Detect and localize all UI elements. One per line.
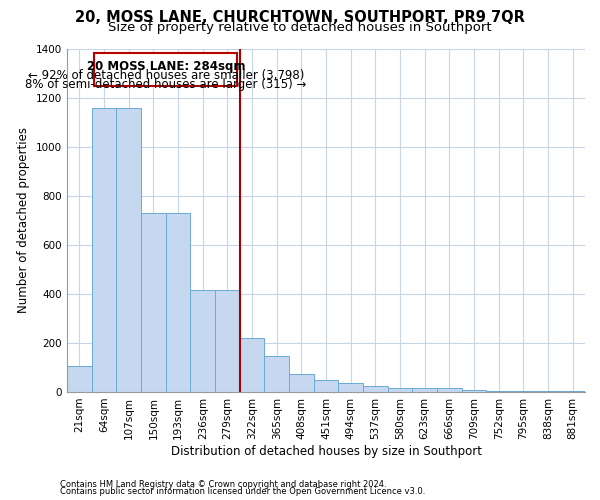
Bar (314, 380, 338, 392)
Bar (289, 374, 314, 392)
Bar (190, 290, 215, 392)
Bar (67, 366, 92, 392)
Text: Contains public sector information licensed under the Open Government Licence v3: Contains public sector information licen… (60, 488, 425, 496)
Bar (363, 386, 388, 392)
Bar (388, 388, 412, 392)
Bar (560, 390, 585, 392)
Bar (92, 108, 116, 392)
Bar (141, 213, 166, 392)
Bar (437, 388, 461, 392)
Text: Size of property relative to detached houses in Southport: Size of property relative to detached ho… (108, 22, 492, 35)
Bar (240, 338, 265, 392)
Text: 20 MOSS LANE: 284sqm: 20 MOSS LANE: 284sqm (86, 60, 245, 73)
Text: 8% of semi-detached houses are larger (315) →: 8% of semi-detached houses are larger (3… (25, 78, 307, 90)
Bar (412, 388, 437, 392)
Bar (487, 390, 511, 392)
Y-axis label: Number of detached properties: Number of detached properties (17, 128, 31, 314)
Text: 20, MOSS LANE, CHURCHTOWN, SOUTHPORT, PR9 7QR: 20, MOSS LANE, CHURCHTOWN, SOUTHPORT, PR… (75, 10, 525, 25)
Text: ← 92% of detached houses are smaller (3,798): ← 92% of detached houses are smaller (3,… (28, 69, 304, 82)
X-axis label: Distribution of detached houses by size in Southport: Distribution of detached houses by size … (170, 444, 482, 458)
Text: Contains HM Land Registry data © Crown copyright and database right 2024.: Contains HM Land Registry data © Crown c… (60, 480, 386, 489)
Bar (511, 390, 536, 392)
Bar (265, 356, 289, 392)
Bar (166, 213, 190, 392)
Bar (461, 390, 487, 392)
Bar (536, 390, 560, 392)
Bar (338, 384, 363, 392)
FancyBboxPatch shape (94, 52, 237, 86)
Bar (116, 108, 141, 392)
Bar (215, 290, 240, 392)
